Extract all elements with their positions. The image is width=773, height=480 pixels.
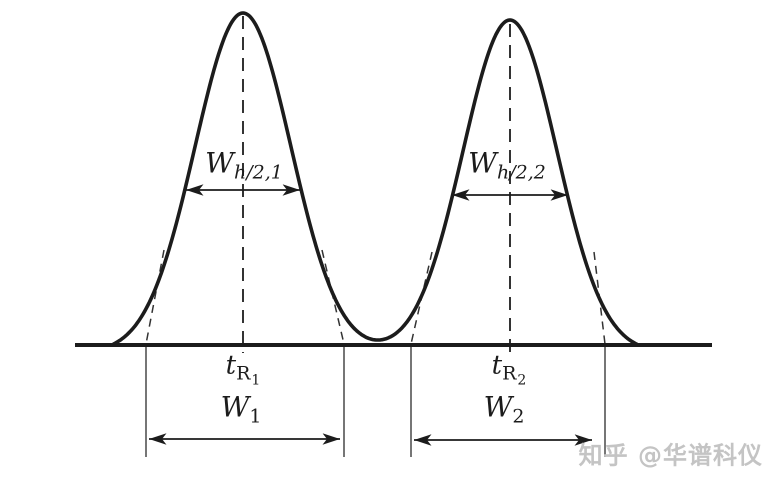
label-sub: R [502, 362, 517, 385]
label-sub: h/2,1 [233, 161, 283, 184]
label-sub: 2 [512, 405, 525, 428]
peak-1-left-tangent [145, 249, 165, 345]
label-sub: h/2,2 [496, 161, 546, 184]
half-width-label-2: Wh/2,2 [468, 146, 546, 184]
zhihu-watermark: 知乎 @华谱科仪 [578, 441, 763, 470]
label-main: t [225, 350, 237, 381]
label-main: t [491, 350, 503, 381]
half-width-label-1: Wh/2,1 [205, 146, 283, 184]
base-width-label-1: W1 [220, 390, 262, 428]
label-subsub: 2 [517, 372, 527, 389]
label-sub: R [236, 362, 251, 385]
label-main: W [483, 390, 513, 424]
chromatogram-curve [111, 11, 639, 347]
retention-time-label-1: tR1 [226, 353, 261, 388]
retention-time-label-2: tR2 [492, 353, 527, 388]
label-main: W [220, 390, 250, 424]
label-main: W [205, 146, 234, 180]
label-main: W [468, 146, 497, 180]
base-width-label-2: W2 [483, 390, 525, 428]
label-sub: 1 [249, 405, 262, 428]
label-subsub: 1 [251, 372, 261, 389]
